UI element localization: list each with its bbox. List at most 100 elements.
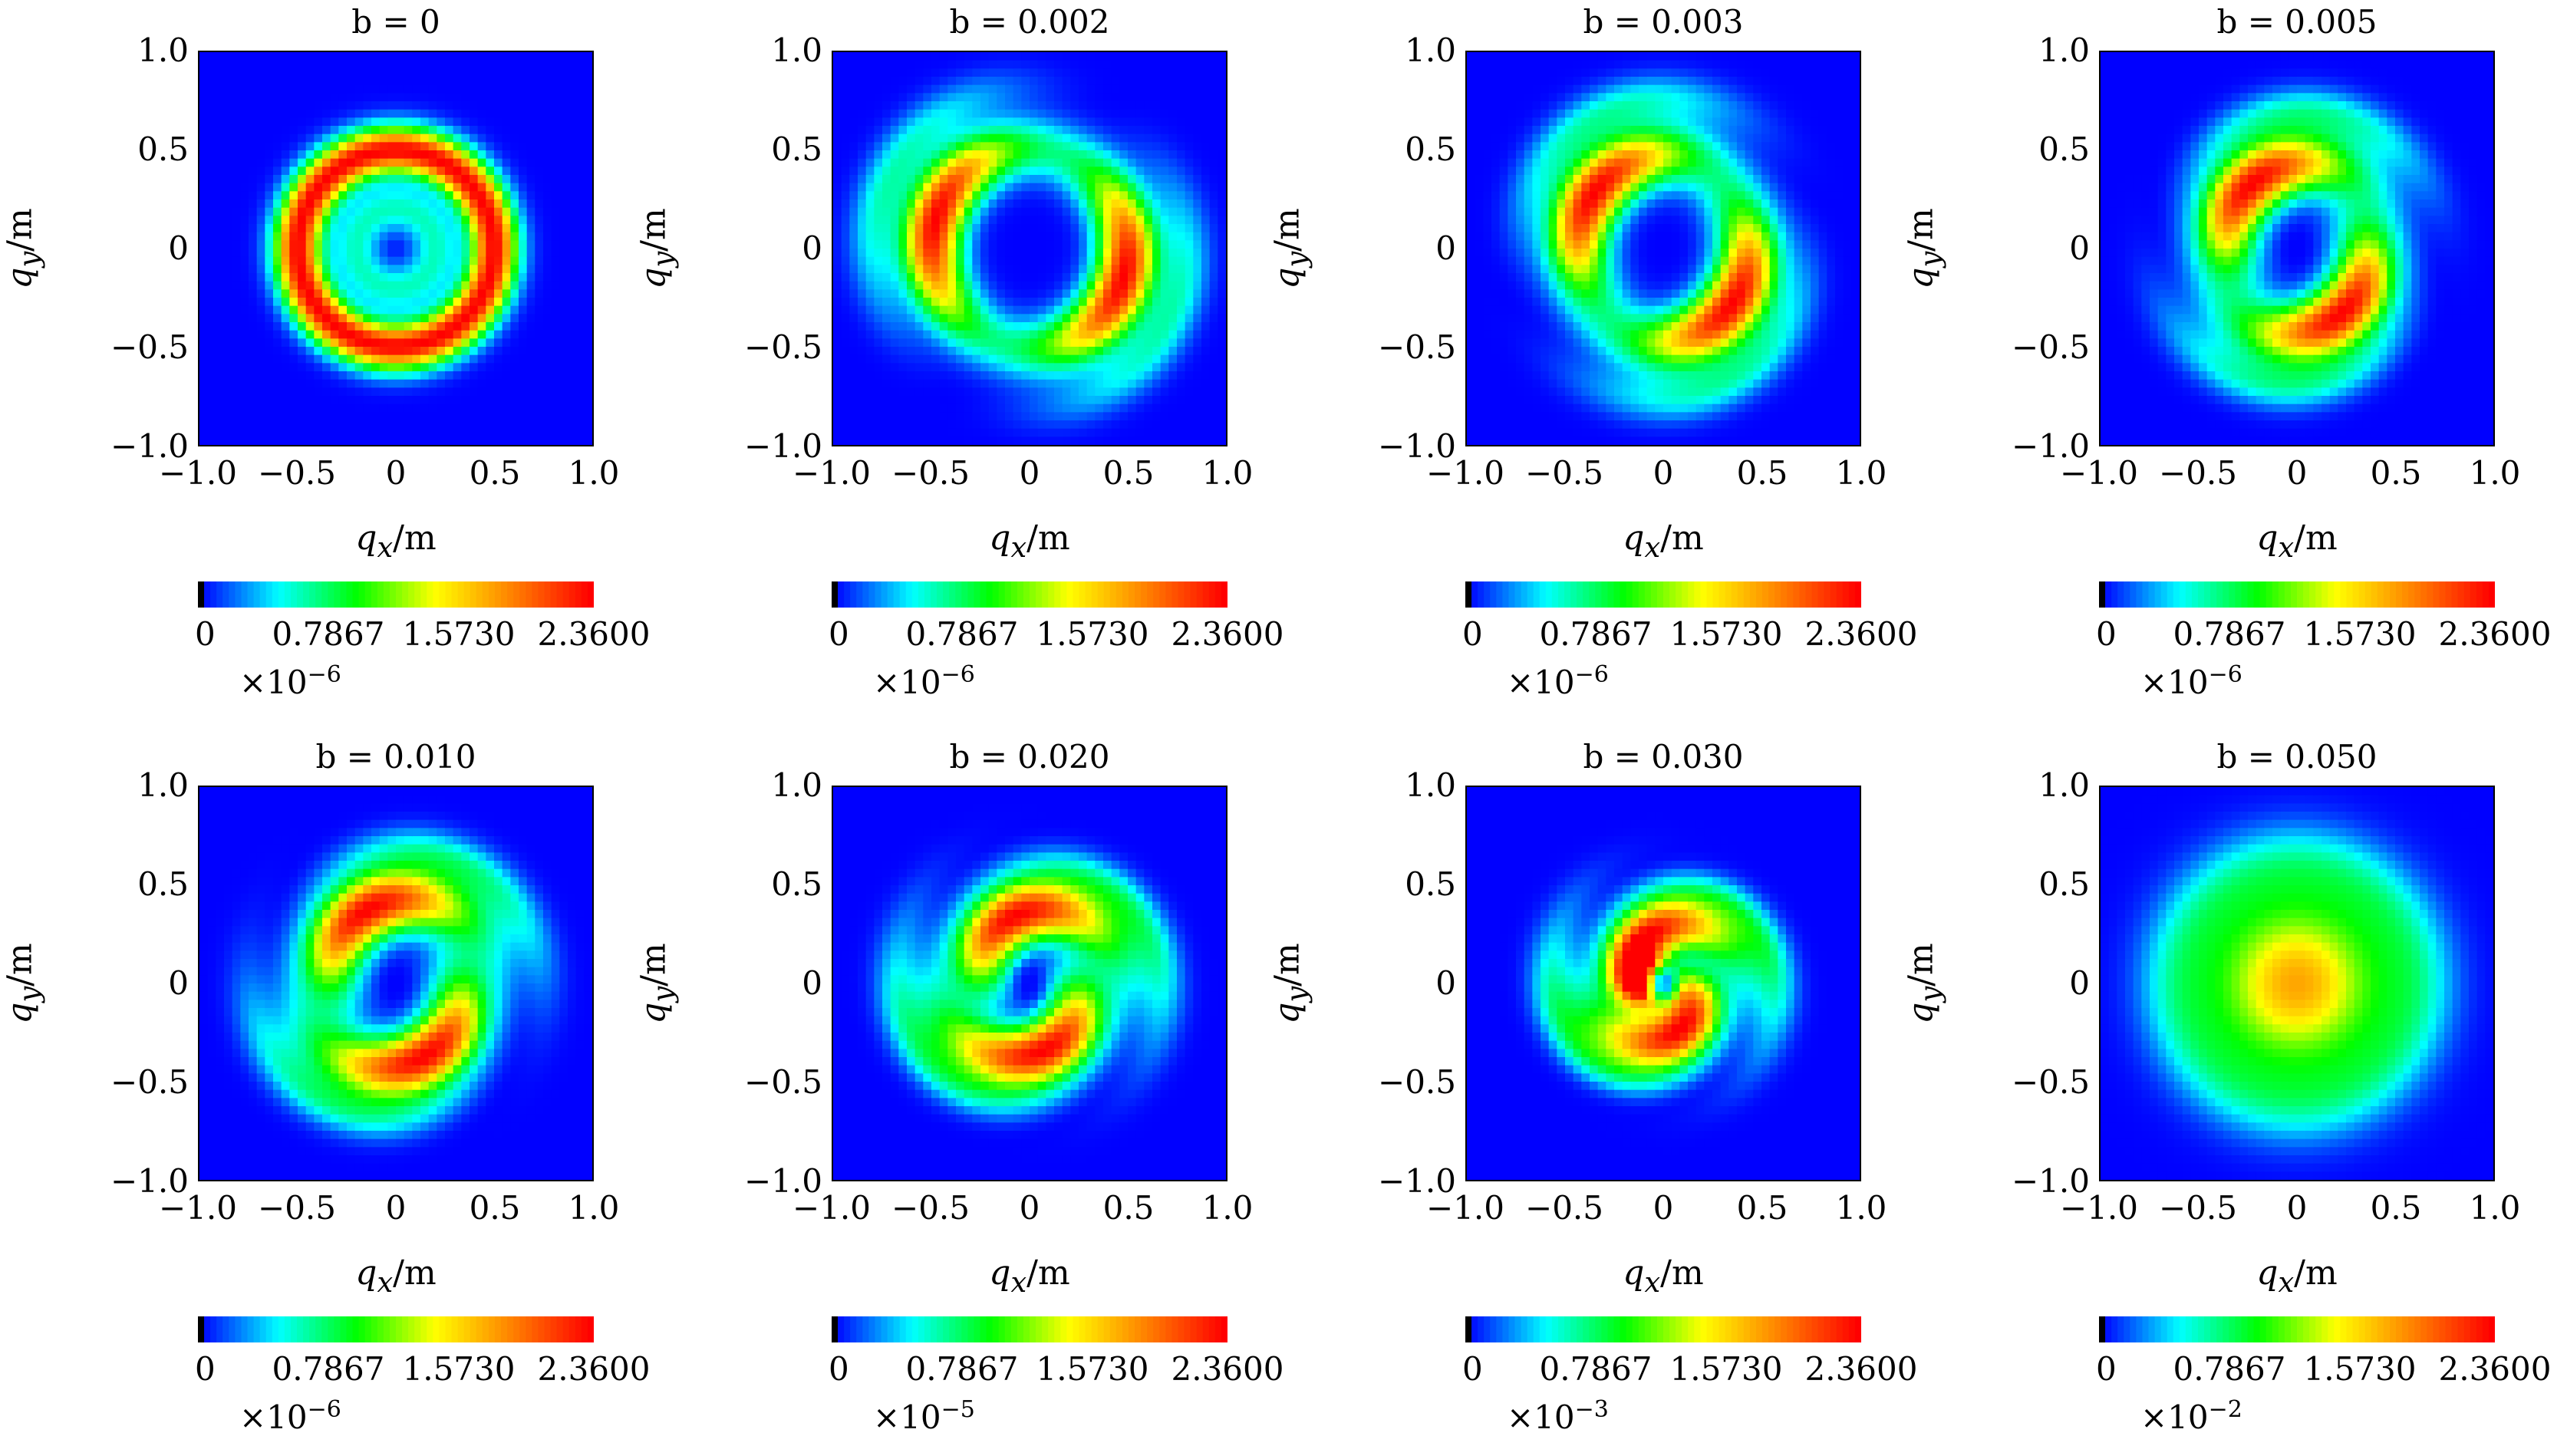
heatmap-cell — [412, 166, 421, 176]
heatmap-cell — [224, 330, 233, 339]
heatmap-cell — [477, 175, 486, 184]
heatmap-cell — [1103, 216, 1112, 225]
heatmap-cell — [841, 60, 850, 69]
heatmap-cell — [1086, 52, 1096, 61]
heatmap-cell — [988, 68, 997, 77]
heatmap-cell — [1144, 354, 1153, 364]
heatmap-cell — [396, 428, 405, 437]
heatmap-cell — [207, 77, 216, 86]
heatmap-cell — [412, 256, 421, 265]
heatmap-cell — [330, 84, 339, 94]
heatmap-cell — [551, 93, 560, 102]
heatmap-cell — [510, 420, 519, 430]
heatmap-cell — [914, 428, 924, 437]
heatmap-cell — [1086, 347, 1096, 356]
heatmap-cell — [551, 289, 560, 298]
heatmap-cell — [1086, 191, 1096, 200]
heatmap-cell — [833, 379, 842, 388]
heatmap-cell — [1062, 379, 1071, 388]
heatmap-cell — [289, 298, 298, 307]
heatmap-cell — [882, 52, 891, 61]
heatmap-cell — [874, 191, 883, 200]
heatmap-cell — [461, 338, 470, 348]
heatmap-cell — [477, 77, 486, 86]
heatmap-cell — [1491, 322, 1501, 331]
heatmap-cell — [1062, 281, 1071, 290]
heatmap-cell — [1062, 363, 1071, 372]
heatmap-cell — [404, 412, 413, 421]
heatmap-cell — [273, 207, 282, 216]
heatmap-cell — [535, 305, 544, 315]
heatmap-cell — [543, 60, 552, 69]
heatmap-cell — [997, 199, 1006, 209]
heatmap-cell — [931, 298, 941, 307]
heatmap-cell — [281, 379, 290, 388]
heatmap-cell — [898, 396, 908, 405]
heatmap-cell — [445, 322, 454, 331]
heatmap-cell — [1144, 126, 1153, 135]
heatmap-cell — [988, 216, 997, 225]
heatmap-cell — [387, 216, 397, 225]
heatmap-cell — [1160, 240, 1169, 249]
colorbar-segment — [470, 581, 477, 608]
heatmap-cell — [240, 109, 249, 118]
heatmap-cell — [1467, 166, 1476, 176]
heatmap-cell — [1168, 191, 1178, 200]
colorbar-segment — [1017, 581, 1024, 608]
heatmap-cell — [882, 436, 891, 445]
heatmap-cell — [1103, 265, 1112, 274]
heatmap-cell — [914, 126, 924, 135]
heatmap-cell — [1119, 412, 1129, 421]
heatmap-cell — [1128, 60, 1137, 69]
heatmap-cell — [1005, 265, 1014, 274]
heatmap-cell — [1021, 354, 1030, 364]
heatmap-cell — [1111, 305, 1120, 315]
heatmap-cell — [1128, 379, 1137, 388]
heatmap-cell — [330, 216, 339, 225]
heatmap-cell — [543, 191, 552, 200]
heatmap-cell — [858, 117, 867, 127]
heatmap-cell — [305, 436, 315, 445]
heatmap-cell — [256, 175, 265, 184]
heatmap-cell — [1177, 207, 1186, 216]
heatmap-cell — [939, 412, 948, 421]
heatmap-cell — [363, 109, 372, 118]
heatmap-cell — [1144, 183, 1153, 192]
heatmap-cell — [1177, 387, 1186, 397]
heatmap-cell — [972, 199, 981, 209]
heatmap-cell — [420, 289, 430, 298]
heatmap-cell — [1160, 216, 1169, 225]
heatmap-cell — [947, 305, 957, 315]
heatmap-cell — [1177, 126, 1186, 135]
heatmap-cell — [923, 232, 932, 241]
heatmap-cell — [833, 428, 842, 437]
heatmap-cell — [1201, 60, 1211, 69]
heatmap-cell — [890, 207, 899, 216]
heatmap-cell — [956, 314, 965, 323]
heatmap-cell — [1119, 216, 1129, 225]
heatmap-cell — [453, 396, 462, 405]
heatmap-cell — [923, 93, 932, 102]
heatmap-cell — [224, 216, 233, 225]
heatmap-cell — [568, 126, 577, 135]
heatmap-cell — [584, 314, 592, 323]
heatmap-cell — [931, 273, 941, 282]
heatmap-cell — [559, 371, 568, 380]
heatmap-cell — [1079, 347, 1088, 356]
heatmap-cell — [371, 117, 381, 127]
heatmap-cell — [833, 126, 842, 135]
heatmap-cell — [1054, 371, 1063, 380]
heatmap-cell — [371, 436, 381, 445]
heatmap-cell — [461, 420, 470, 430]
heatmap-cell — [470, 175, 479, 184]
heatmap-cell — [1046, 314, 1055, 323]
colorbar-segment — [532, 581, 539, 608]
heatmap-cell — [338, 249, 348, 258]
heatmap-cell — [428, 256, 437, 265]
heatmap-cell — [1177, 175, 1186, 184]
heatmap-cell — [1218, 354, 1226, 364]
heatmap-cell — [461, 289, 470, 298]
heatmap-cell — [997, 93, 1006, 102]
heatmap-cell — [396, 166, 405, 176]
heatmap-cell — [1079, 109, 1088, 118]
